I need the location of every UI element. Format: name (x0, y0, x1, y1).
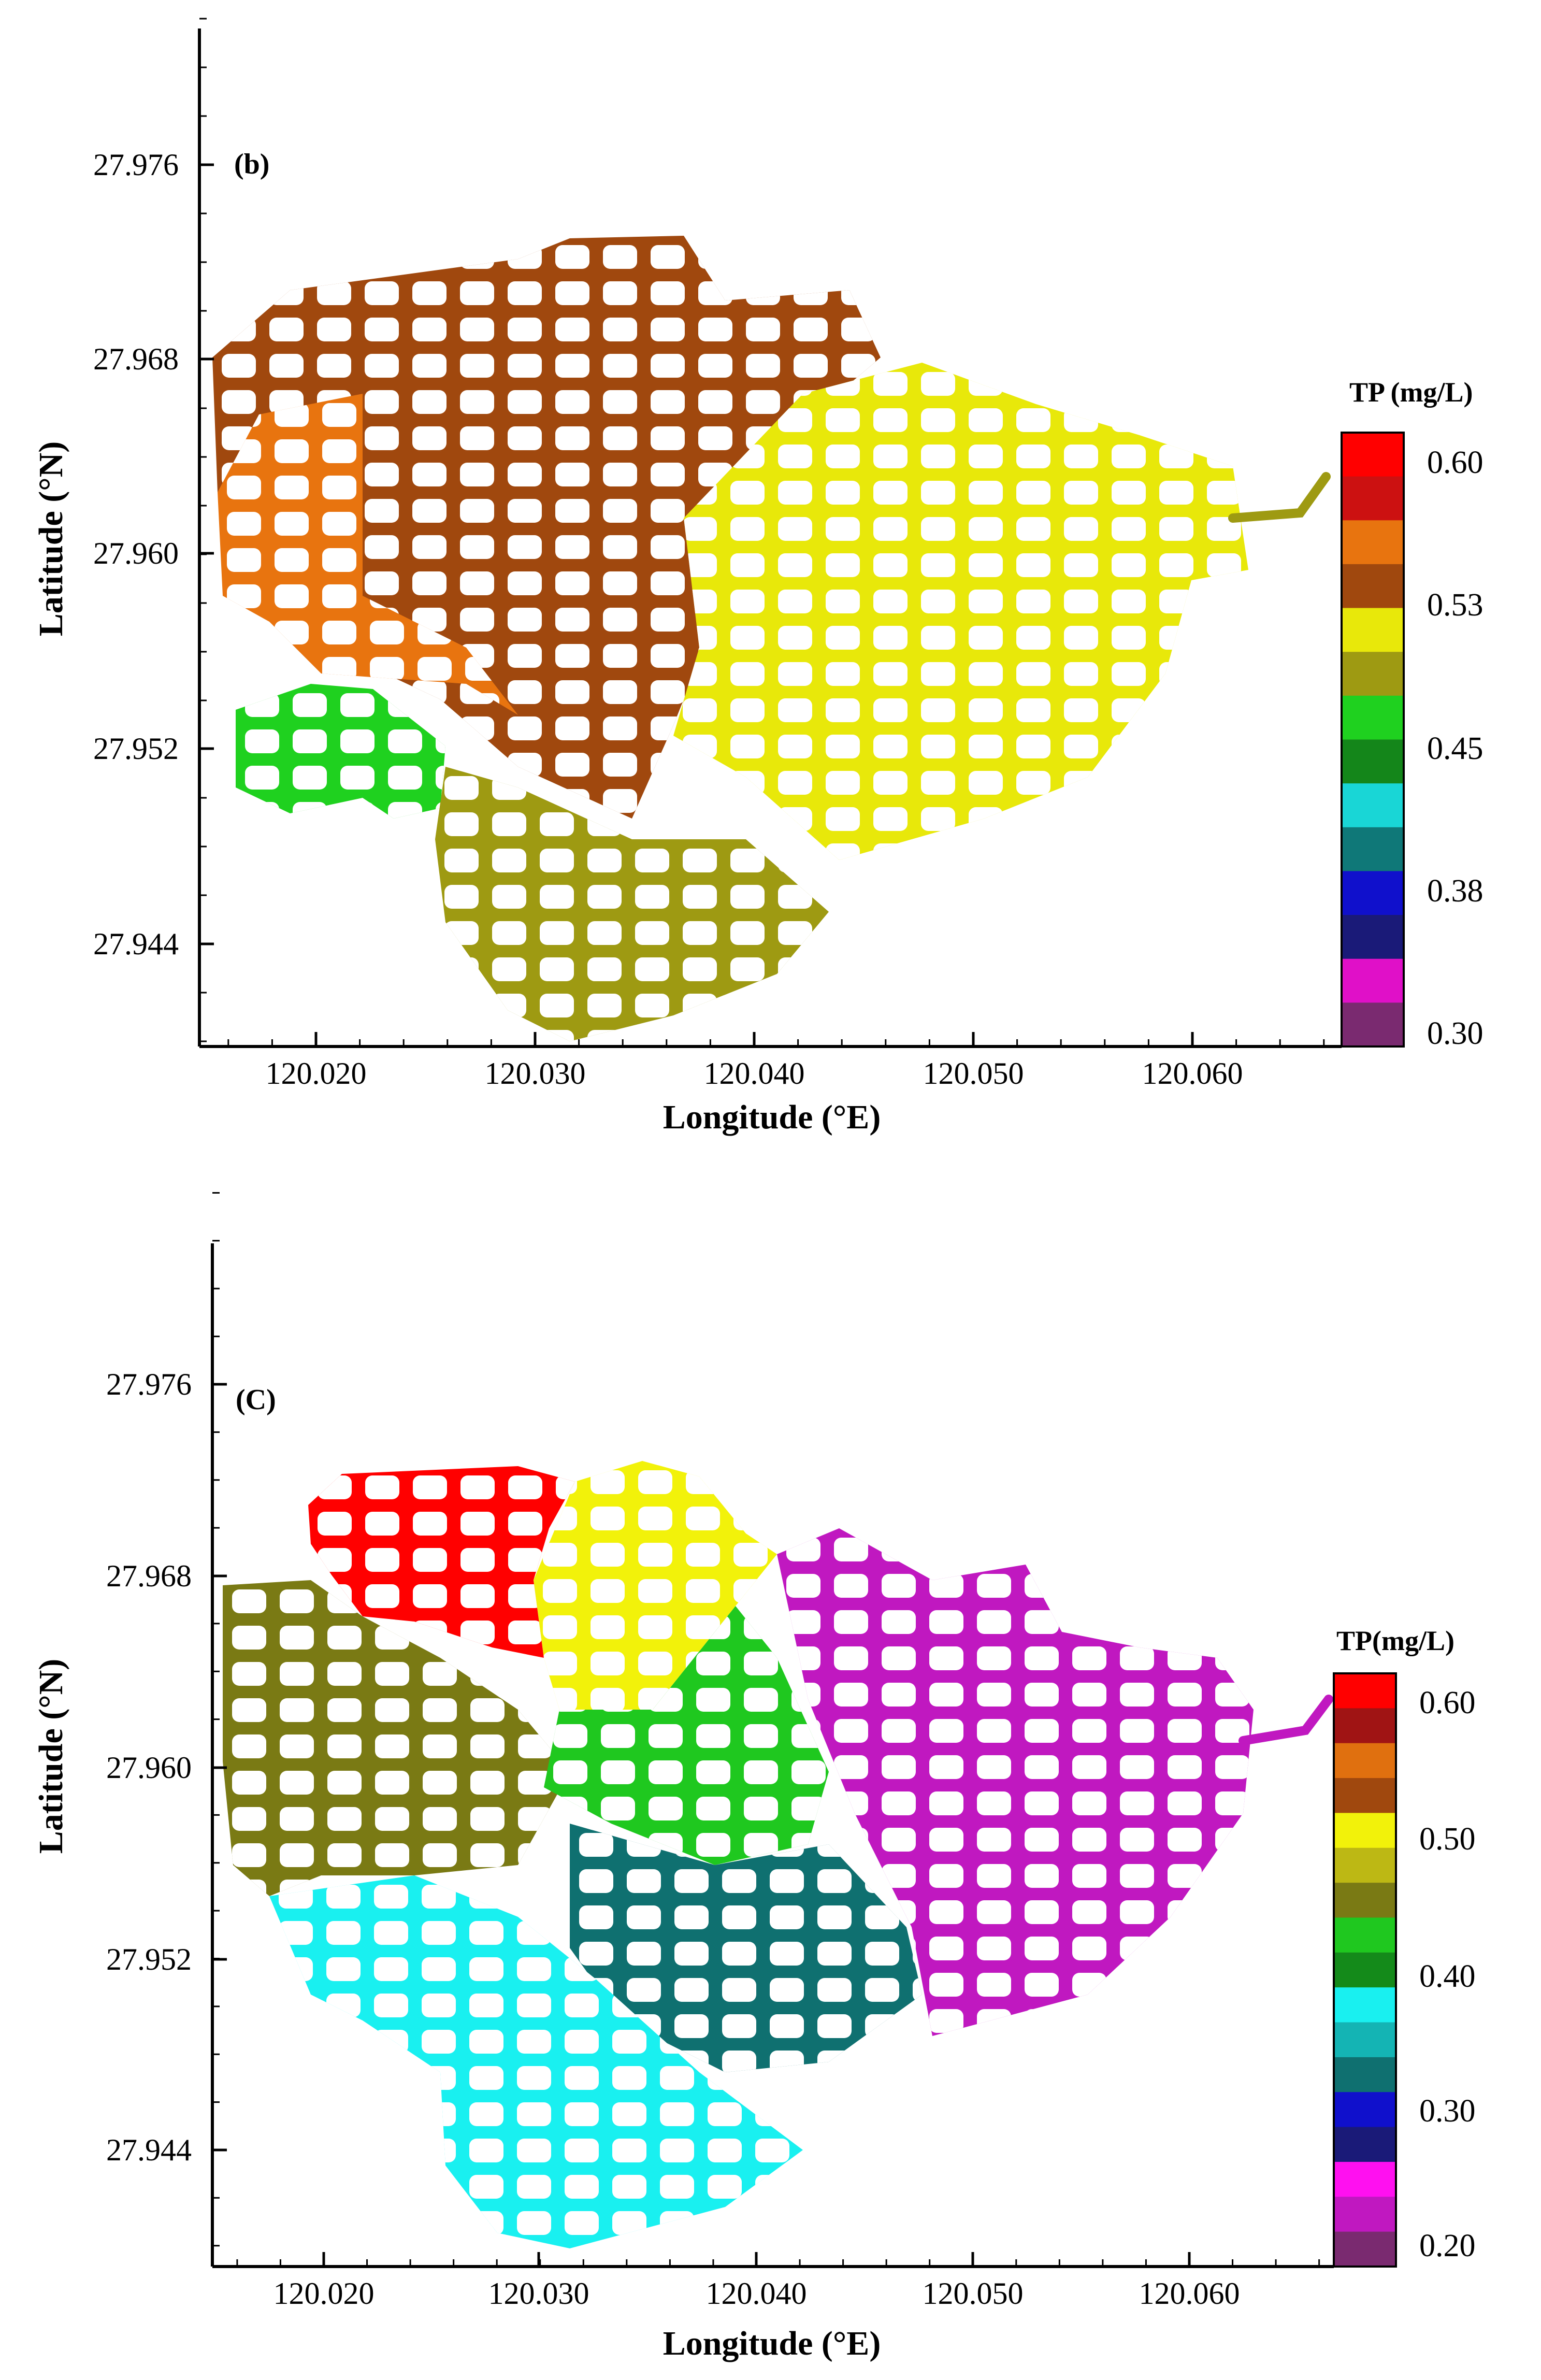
map-b (212, 236, 1331, 1041)
colorbar-swatch (1334, 1778, 1396, 1813)
x-tick-label: 120.020 (266, 1056, 367, 1091)
y-tick-label: 27.960 (106, 1751, 192, 1785)
colorbar-swatch (1342, 695, 1404, 740)
y-axis-title-b: Latitude (°N) (32, 441, 70, 637)
colorbar-title-b: TP (mg/L) (1349, 377, 1473, 408)
y-tick-label: 27.960 (93, 536, 179, 570)
panel-label-b: (b) (234, 148, 269, 180)
canal-tail (1228, 472, 1331, 523)
y-tick-label: 27.968 (93, 342, 179, 376)
y-tick-label: 27.944 (93, 927, 179, 961)
colorbar-label: 0.45 (1427, 731, 1484, 766)
colorbar-label: 0.30 (1419, 2094, 1476, 2129)
colorbar-swatch (1334, 1952, 1396, 1988)
colorbar-swatch (1342, 915, 1404, 959)
colorbar-label: 0.40 (1419, 1959, 1476, 1994)
colorbar-c (1333, 1672, 1397, 2268)
x-tick-label: 120.040 (706, 2276, 807, 2311)
colorbar-b (1341, 432, 1405, 1048)
x-ticks-c: 120.020 120.030 120.040 120.050 120.060 (236, 2252, 1320, 2311)
colorbar-swatch (1334, 2231, 1396, 2267)
y-tick-label: 27.952 (106, 1942, 192, 1976)
colorbar-swatch (1334, 1813, 1396, 1848)
panel-label-c: (C) (236, 1384, 276, 1416)
colorbar-swatch (1342, 739, 1404, 784)
colorbar-labels-b: 0.60 0.53 0.45 0.38 0.30 (1427, 445, 1484, 1051)
x-tick-label: 120.060 (1142, 1056, 1243, 1091)
x-tick-label: 120.040 (704, 1056, 805, 1091)
x-axis-title-b: Longitude (°E) (663, 1098, 881, 1136)
colorbar-swatch (1342, 958, 1404, 1003)
colorbar-swatch (1334, 1673, 1396, 1709)
colorbar-swatch (1342, 476, 1404, 521)
colorbar-swatch (1334, 1883, 1396, 1918)
colorbar-swatch (1342, 608, 1404, 652)
colorbar-label: 0.20 (1419, 2228, 1476, 2263)
southwest-region (236, 684, 445, 819)
colorbar-label: 0.60 (1419, 1685, 1476, 1721)
axes-b (198, 28, 1342, 1048)
colorbar-swatch (1342, 520, 1404, 565)
colorbar-swatch (1342, 564, 1404, 609)
colorbar-swatch (1334, 1847, 1396, 1883)
x-axis-title-c: Longitude (°E) (663, 2325, 881, 2362)
x-tick-label: 120.020 (273, 2276, 375, 2311)
y-axis-title-c: Latitude (°N) (32, 1659, 70, 1854)
y-tick-label: 27.952 (93, 732, 179, 766)
x-tick-label: 120.050 (923, 2276, 1024, 2311)
colorbar-swatch (1334, 2022, 1396, 2058)
colorbar-label: 0.38 (1427, 873, 1484, 909)
x-tick-label: 120.060 (1139, 2276, 1240, 2311)
colorbar-swatch (1342, 652, 1404, 696)
colorbar-swatch (1334, 1917, 1396, 1953)
colorbar-swatch (1342, 1002, 1404, 1047)
colorbar-swatch (1334, 2197, 1396, 2232)
y-tick-label: 27.944 (106, 2133, 192, 2167)
colorbar-label: 0.30 (1427, 1016, 1484, 1051)
colorbar-swatch (1334, 2057, 1396, 2092)
colorbar-swatch (1342, 871, 1404, 915)
colorbar-swatch (1334, 2161, 1396, 2197)
x-tick-label: 120.050 (923, 1056, 1024, 1091)
colorbar-swatch (1334, 2092, 1396, 2128)
y-ticks-b: 27.976 27.968 27.960 27.952 27.944 (93, 18, 214, 1042)
colorbar-swatch (1342, 827, 1404, 871)
y-tick-label: 27.968 (106, 1559, 192, 1593)
colorbar-title-c: TP(mg/L) (1336, 1625, 1454, 1656)
x-tick-label: 120.030 (485, 1056, 586, 1091)
colorbar-swatch (1334, 2127, 1396, 2162)
colorbar-label: 0.53 (1427, 587, 1484, 623)
colorbar-labels-c: 0.60 0.50 0.40 0.30 0.20 (1419, 1685, 1476, 2263)
colorbar-label: 0.50 (1419, 1822, 1476, 1857)
map-c (223, 1461, 1333, 2248)
axes-c (211, 1243, 1334, 2268)
colorbar-swatch (1342, 433, 1404, 477)
x-tick-label: 120.030 (488, 2276, 589, 2311)
canal-tail (1238, 1695, 1333, 1745)
colorbar-swatch (1334, 1708, 1396, 1744)
colorbar-swatch (1334, 1743, 1396, 1779)
colorbar-label: 0.60 (1427, 445, 1484, 480)
x-ticks-b: 120.020 120.030 120.040 120.050 120.060 (227, 1032, 1325, 1091)
y-tick-label: 27.976 (93, 148, 179, 182)
colorbar-swatch (1342, 783, 1404, 828)
colorbar-swatch (1334, 1987, 1396, 2023)
y-tick-label: 27.976 (106, 1367, 192, 1401)
y-ticks-c: 27.976 27.968 27.960 27.952 27.944 (106, 1192, 227, 2247)
